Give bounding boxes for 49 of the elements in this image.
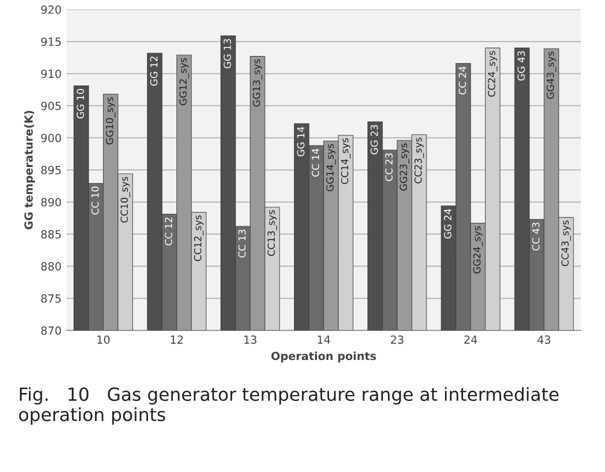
y-tick-label: 910	[41, 70, 61, 78]
y-tick-label: 900	[41, 134, 61, 142]
data-label: CC14_sys	[340, 138, 350, 184]
y-tick-label: 915	[41, 38, 61, 46]
data-label: CC43_sys	[561, 220, 571, 266]
data-label: GG 43	[517, 51, 525, 81]
y-axis-title: GG temperature(K)	[24, 110, 35, 230]
x-tick-label: 12	[170, 335, 183, 344]
data-label: CC 12	[164, 218, 172, 246]
data-label: GG12_sys	[179, 58, 189, 106]
data-label: GG 13	[224, 39, 231, 68]
y-tick-label: 920	[41, 5, 61, 14]
y-tick-label: 885	[41, 230, 61, 238]
data-label: GG 23	[370, 125, 378, 154]
data-label: GG 24	[444, 208, 452, 238]
data-label: GG13_sys	[252, 59, 262, 107]
data-label: CC 10	[91, 186, 99, 214]
x-tick-label: 23	[390, 335, 404, 344]
data-label: GG43_sys	[546, 52, 556, 99]
data-label: GG14_sys	[326, 144, 336, 192]
y-tick-label: 880	[41, 262, 61, 271]
x-tick-label: 43	[538, 335, 550, 344]
data-label: CC 24	[458, 66, 466, 94]
data-label: CC10_sys	[120, 176, 130, 222]
y-tick-label: 890	[41, 198, 61, 206]
y-tick-label: 875	[41, 294, 61, 303]
y-tick-label: 895	[41, 166, 61, 174]
x-tick-label: 24	[464, 335, 478, 344]
data-label: GG10_sys	[106, 97, 116, 144]
x-tick-label: 13	[244, 335, 256, 344]
data-label: GG 14	[297, 126, 304, 156]
data-label: GG23_sys	[400, 143, 410, 191]
data-label: CC 23	[385, 153, 393, 182]
data-label: CC23_sys	[414, 138, 424, 184]
data-label: CC12_sys	[194, 215, 204, 262]
data-label: CC 43	[532, 222, 540, 250]
y-tick-label: 905	[41, 102, 61, 110]
data-label: CC 13	[238, 230, 246, 258]
data-label: GG24_sys	[473, 226, 483, 274]
data-label: CC24_sys	[488, 51, 498, 97]
x-axis-title: Operation points	[271, 352, 376, 362]
data-label: CC 14	[312, 148, 320, 177]
data-label: GG 12	[150, 56, 158, 86]
data-label: CC13_sys	[267, 210, 278, 256]
y-tick-label: 870	[41, 326, 61, 335]
data-label: GG 10	[76, 89, 84, 118]
x-tick-label: 10	[97, 335, 110, 344]
x-tick-label: 14	[318, 336, 330, 344]
caption: Fig. 10 Gas generator temperature range at intermediate operation points	[19, 387, 559, 425]
